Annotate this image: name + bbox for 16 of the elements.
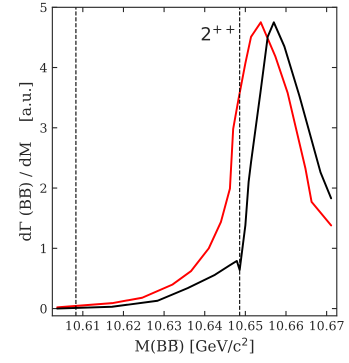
annotation: 2$^{++}$ [202,26,234,40]
y-tick-label: 4 [40,62,47,72]
y-tick-label: 1 [41,244,46,254]
y-axis-title: dΓ (BB̅) / dM [a.u.] [19,82,34,241]
x-tick-label: 10.61 [66,320,99,330]
y-tick-label: 3 [40,123,47,133]
x-axis-title: M(BB̅) [GeV/c$^{2}$] [135,338,254,354]
y-tick-label: 5 [40,2,47,12]
x-tick-label: 10.65 [228,320,262,330]
x-tick-label: 10.62 [107,320,140,330]
x-tick-label: 10.66 [270,320,304,330]
x-tick-label: 10.64 [188,320,222,330]
x-tick-label: 10.63 [148,320,182,330]
x-tick-label: 10.67 [310,320,344,330]
y-tick-label: 2 [40,184,46,193]
y-tick-label: 0 [40,304,47,314]
